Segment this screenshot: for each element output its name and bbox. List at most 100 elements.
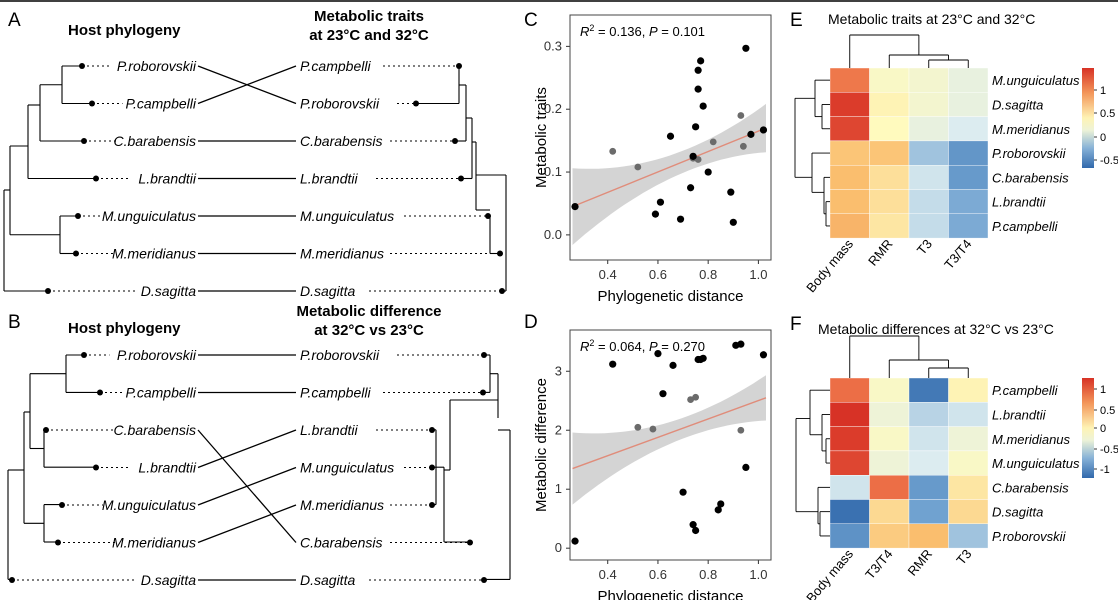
heatmap-cell xyxy=(869,140,910,166)
heatmap-cell xyxy=(948,426,989,452)
data-point xyxy=(571,537,579,545)
heatmap-row-label: M.unguiculatus xyxy=(992,73,1080,88)
heatmap-cell xyxy=(829,450,870,476)
panel-f-title: Metabolic differences at 32°C vs 23°C xyxy=(818,321,1054,337)
x-axis-label: Phylogenetic distance xyxy=(598,288,744,305)
heatmap-cell xyxy=(948,499,989,524)
heatmap-cell xyxy=(948,92,989,117)
panel-d: D R2 = 0.064, P = 0.270 0.4 0.6 0.8 1.00123… xyxy=(524,312,772,600)
legend-tick-label: 0 xyxy=(1100,132,1106,144)
data-point-grey xyxy=(649,425,657,433)
heatmap-cell xyxy=(869,164,910,190)
data-point xyxy=(699,354,707,362)
x-tick-label: 1.0 xyxy=(749,267,767,282)
legend-tick-label: 1 xyxy=(1100,384,1106,396)
heatmap-cell xyxy=(908,426,949,452)
y-tick-label: 0.0 xyxy=(544,227,562,242)
data-point xyxy=(692,526,700,535)
x-tick-label: 0.4 xyxy=(599,267,617,282)
x-tick-label: 1.0 xyxy=(749,567,767,582)
panel-a: A Host phylogeny Metabolic traits at 23°… xyxy=(3,8,507,299)
right-tip-label: P.roborovskii xyxy=(300,347,380,363)
heatmap-cell xyxy=(908,67,949,93)
data-point xyxy=(692,123,700,131)
left-tip-label: P.campbelli xyxy=(125,96,196,112)
heatmap-cell xyxy=(908,164,949,190)
heatmap-row-label: M.meridianus xyxy=(992,432,1071,447)
panel-e-letter: E xyxy=(790,10,803,31)
heatmap-cell xyxy=(948,475,989,500)
left-tip-label: M.unguiculatus xyxy=(102,208,196,224)
left-tip-label: M.unguiculatus xyxy=(102,497,196,513)
heatmap-cell xyxy=(869,475,910,500)
heatmap-cell xyxy=(908,499,949,524)
heatmap-cell xyxy=(869,189,910,214)
panel-a-right-title-1: Metabolic traits xyxy=(314,8,424,25)
heatmap-cell xyxy=(829,377,870,403)
data-point xyxy=(729,218,737,226)
y-tick-label: 1 xyxy=(555,481,562,496)
panel-b-trees: P.roborovskii P.campbelli C.barabensis L.br… xyxy=(7,347,511,588)
heatmap-cell xyxy=(869,450,910,476)
right-tip-label: C.barabensis xyxy=(300,535,383,551)
panel-f: F Metabolic differences at 32°C vs 23°C … xyxy=(790,314,1118,600)
heatmap-col-label: RMR xyxy=(865,236,896,268)
data-point-grey xyxy=(634,163,642,171)
x-axis-label: Phylogenetic distance xyxy=(598,588,744,600)
panel-e-heatmap: M.unguiculatus D.sagitta M.meridianus P.rob… xyxy=(794,34,1118,295)
panel-c-stat-p: P xyxy=(649,24,658,39)
right-tip-label: P.campbelli xyxy=(300,58,371,74)
data-point-grey xyxy=(692,393,700,401)
heatmap-cell xyxy=(948,67,989,93)
data-point xyxy=(654,349,662,358)
legend-tick-label: -1 xyxy=(1100,464,1110,476)
heatmap-cell xyxy=(908,402,949,427)
right-tip-label: D.sagitta xyxy=(300,572,355,588)
heatmap-col-label: T3 xyxy=(953,546,974,567)
y-tick-label: 0.1 xyxy=(544,164,562,179)
heatmap-row-label: P.roborovskii xyxy=(992,146,1067,161)
left-tip-label: P.roborovskii xyxy=(117,58,197,74)
left-tip-label: L.brandtii xyxy=(138,171,196,187)
right-tip-label: P.campbelli xyxy=(300,385,371,401)
legend-tick-label: 1 xyxy=(1100,85,1106,97)
heatmap-row-label: L.brandtii xyxy=(992,195,1047,210)
data-point xyxy=(697,57,705,65)
heatmap-row-label: C.barabensis xyxy=(992,170,1069,185)
heatmap-cell xyxy=(869,426,910,452)
panel-a-right-title-2: at 23°C and 32°C xyxy=(309,27,429,44)
heatmap-row-label: D.sagitta xyxy=(992,505,1043,520)
heatmap-row-label: C.barabensis xyxy=(992,480,1069,495)
panel-a-letter: A xyxy=(8,10,21,31)
x-tick-label: 0.6 xyxy=(649,567,667,582)
heatmap-cell xyxy=(948,140,989,166)
data-point xyxy=(694,85,702,93)
panel-f-heatmap: P.campbelli L.brandtii M.meridianus M.ungui… xyxy=(795,335,1118,600)
data-point xyxy=(571,203,579,211)
heatmap-col-label: T3 xyxy=(914,236,935,257)
panel-c-stat-pv: = 0.101 xyxy=(658,24,705,39)
confidence-band xyxy=(572,103,766,246)
data-point xyxy=(759,351,768,359)
panel-e-title: Metabolic traits at 23°C and 32°C xyxy=(828,11,1035,27)
heatmap-cell xyxy=(869,499,910,524)
heatmap-col-label: T3/T4 xyxy=(862,546,895,582)
data-point xyxy=(679,488,687,496)
heatmap-cell xyxy=(908,523,949,549)
heatmap-cell xyxy=(869,67,910,93)
x-tick-label: 0.8 xyxy=(699,567,717,582)
data-point-grey xyxy=(709,138,717,146)
panel-b-right-title-1: Metabolic difference xyxy=(296,303,441,320)
panel-f-letter: F xyxy=(790,314,802,335)
data-point xyxy=(651,210,660,218)
panel-d-stat-r: R xyxy=(580,339,589,354)
panel-d-scatter: 0.4 0.6 0.8 1.0 0 1 2 3 Phylogenetic distance Met… xyxy=(533,340,768,600)
data-point xyxy=(759,126,768,134)
x-tick-label: 0.4 xyxy=(599,567,617,582)
panel-c-letter: C xyxy=(524,10,538,31)
panel-e: E Metabolic traits at 23°C and 32°C M.un… xyxy=(790,10,1118,295)
heatmap-row-label: M.meridianus xyxy=(992,122,1071,137)
panel-a-trees: P.roborovskii P.campbelli C.barabensis L.br… xyxy=(3,58,507,299)
heatmap-row-label: P.campbelli xyxy=(992,219,1059,234)
data-point xyxy=(727,188,735,196)
